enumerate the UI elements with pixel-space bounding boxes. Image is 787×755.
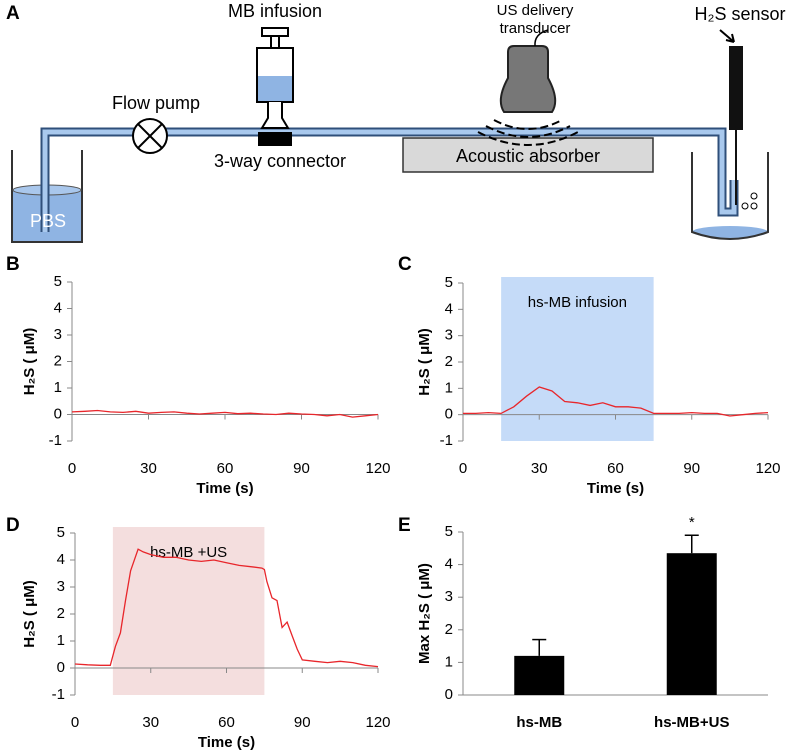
absorber-label: Acoustic absorber (456, 146, 600, 166)
bar (514, 655, 565, 695)
absorber (402, 137, 654, 173)
x-tick-label: 0 (71, 714, 79, 731)
beaker-liquid (692, 226, 768, 238)
sensor (729, 46, 743, 130)
panel-letter: B (6, 254, 20, 275)
pump-cross (137, 123, 163, 149)
x-tick-label: 30 (142, 714, 159, 731)
us-waves (477, 119, 579, 146)
x-tick-label: hs-MB+US (654, 714, 729, 731)
y-tick-label: 4 (445, 300, 453, 317)
y-tick-label: 4 (445, 556, 453, 573)
y-axis-title: Max H₂S ( μM) (416, 563, 433, 664)
syringe-fluid (258, 76, 292, 101)
y-tick-label: 2 (54, 352, 62, 369)
panel-letter: A (6, 3, 20, 24)
x-tick-label: 120 (365, 714, 390, 731)
x-tick-label: 60 (607, 460, 624, 477)
beaker (691, 152, 769, 240)
y-tick-label: 3 (54, 326, 62, 343)
x-tick-label: 0 (459, 460, 467, 477)
y-tick-label: 1 (445, 379, 453, 396)
needle (260, 102, 290, 129)
y-axis-title: H₂S ( μM) (21, 580, 38, 648)
y-tick-label: 1 (57, 632, 65, 649)
y-axis-title: H₂S ( μM) (416, 328, 433, 396)
y-tick-label: 0 (445, 686, 453, 703)
x-tick-label: 60 (217, 460, 234, 477)
y-tick-label: 1 (445, 653, 453, 670)
y-tick-label: 5 (57, 524, 65, 541)
region-label: hs-MB infusion (528, 294, 627, 311)
y-tick-label: 5 (445, 274, 453, 291)
transducer-label: US delivery (497, 2, 574, 19)
data-line (71, 409, 379, 418)
y-tick-label: 1 (54, 379, 62, 396)
shaded-region (501, 277, 654, 441)
region-label: hs-MB +US (150, 544, 227, 561)
y-axis-title: H₂S ( μM) (21, 328, 38, 396)
x-tick-label: 90 (683, 460, 700, 477)
significance: * (689, 514, 695, 531)
x-axis-title: Time (s) (198, 734, 255, 751)
x-tick-label: 30 (531, 460, 548, 477)
panel-letter: E (398, 515, 411, 536)
bar (666, 553, 717, 695)
bubble (750, 202, 758, 210)
y-tick-label: 2 (445, 353, 453, 370)
y-tick-label: 3 (445, 327, 453, 344)
tube-inner (42, 129, 737, 232)
shaded-region (112, 527, 265, 695)
y-tick-label: 0 (57, 659, 65, 676)
y-tick-label: 5 (54, 273, 62, 290)
y-tick-label: -1 (49, 432, 62, 449)
y-tick-label: -1 (440, 432, 453, 449)
data-line (463, 386, 769, 417)
sensor-label: H₂S sensor (694, 4, 785, 24)
x-tick-label: 90 (293, 460, 310, 477)
y-tick-label: 2 (57, 605, 65, 622)
y-tick-label: 3 (57, 578, 65, 595)
transducer (499, 45, 557, 113)
x-tick-label: 0 (68, 460, 76, 477)
plunger (261, 27, 289, 37)
connector (258, 132, 292, 146)
x-tick-label: 120 (365, 460, 390, 477)
panel-letter: C (398, 254, 412, 275)
plunger-stem (270, 35, 280, 49)
y-tick-label: 2 (445, 621, 453, 638)
data-line (74, 548, 379, 668)
y-tick-label: 3 (445, 588, 453, 605)
y-tick-label: 4 (54, 299, 62, 316)
y-tick-label: 0 (54, 405, 62, 422)
bubble (741, 202, 749, 210)
panel-letter: D (6, 515, 20, 536)
x-axis-title: Time (s) (196, 480, 253, 497)
transducer-label: transducer (500, 20, 571, 37)
x-tick-label: 90 (294, 714, 311, 731)
y-tick-label: 0 (445, 406, 453, 423)
syringe-label: MB infusion (228, 1, 322, 21)
y-tick-label: 5 (445, 523, 453, 540)
beaker (11, 150, 83, 243)
y-tick-label: -1 (52, 686, 65, 703)
diagram: A PBS Flow pump MB infusion 3-way connec… (6, 1, 786, 243)
sensor-arrow (719, 29, 735, 43)
x-tick-label: hs-MB (516, 714, 562, 731)
cable (534, 29, 549, 47)
connector-label: 3-way connector (214, 151, 346, 171)
x-axis-title: Time (s) (587, 480, 644, 497)
x-tick-label: 120 (755, 460, 780, 477)
bubble (750, 192, 758, 200)
x-tick-label: 60 (218, 714, 235, 731)
reservoir-label: PBS (30, 211, 66, 231)
y-tick-label: 4 (57, 551, 65, 568)
pump-label: Flow pump (112, 93, 200, 113)
x-tick-label: 30 (140, 460, 157, 477)
